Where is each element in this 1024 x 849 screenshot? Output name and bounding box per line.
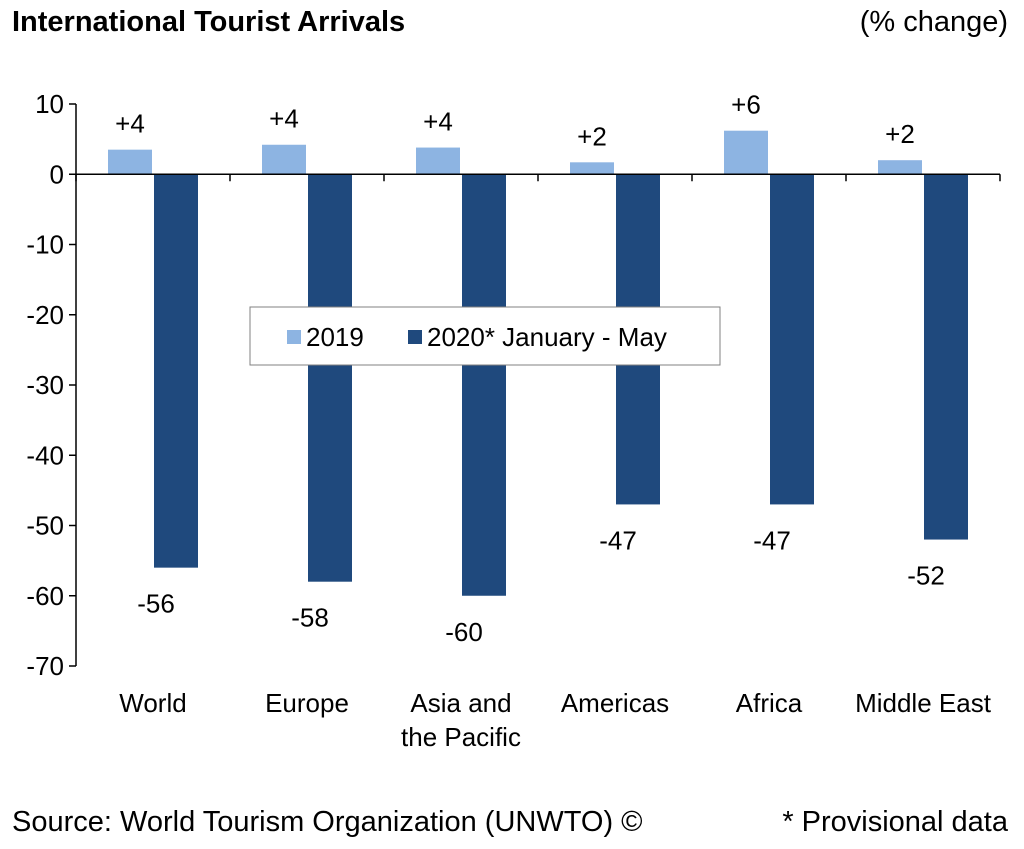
- legend-label-2020: 2020* January - May: [427, 322, 667, 352]
- bar-2019: [878, 160, 922, 175]
- data-label-2019: +2: [885, 119, 915, 149]
- data-label-2019: +4: [269, 104, 299, 134]
- data-label-2020: -52: [907, 561, 945, 591]
- data-label-2020: -56: [137, 589, 175, 619]
- y-tick-label: -40: [26, 440, 64, 470]
- y-tick-label: -30: [26, 370, 64, 400]
- x-tick-label: Africa: [736, 688, 803, 718]
- bar-2019: [108, 149, 152, 175]
- x-tick-label: Americas: [561, 688, 669, 718]
- bar-2019: [570, 162, 614, 175]
- bar-2019: [262, 144, 306, 175]
- data-label-2019: +2: [577, 121, 607, 151]
- y-tick-label: -10: [26, 230, 64, 260]
- x-tick-label: the Pacific: [401, 722, 521, 752]
- data-label-2019: +4: [115, 109, 145, 139]
- x-tick-label: Asia and: [410, 688, 511, 718]
- y-tick-label: 0: [50, 159, 64, 189]
- legend-box: [249, 306, 721, 366]
- y-tick-label: -70: [26, 651, 64, 681]
- data-label-2019: +4: [423, 107, 453, 137]
- source-note: Source: World Tourism Organization (UNWT…: [12, 806, 643, 838]
- data-label-2020: -58: [291, 603, 329, 633]
- x-tick-label: World: [119, 688, 186, 718]
- legend-swatch-2020: [408, 330, 422, 344]
- bar-2019: [416, 147, 460, 175]
- bar-2020: [154, 174, 198, 568]
- bar-2020: [924, 174, 968, 540]
- y-tick-label: -50: [26, 511, 64, 541]
- data-label-2020: -47: [599, 525, 637, 555]
- bar-2019: [724, 130, 768, 175]
- legend-label-2019: 2019: [306, 322, 364, 352]
- data-label-2020: -60: [445, 617, 483, 647]
- provisional-note: * Provisional data: [782, 806, 1008, 838]
- x-tick-label: Middle East: [855, 688, 992, 718]
- bar-2020: [308, 174, 352, 582]
- chart-title: International Tourist Arrivals: [12, 6, 406, 38]
- y-tick-label: -60: [26, 581, 64, 611]
- y-tick-label: 10: [35, 89, 64, 119]
- unit-label: (% change): [859, 6, 1008, 38]
- x-tick-label: Europe: [265, 688, 349, 718]
- y-tick-label: -20: [26, 300, 64, 330]
- data-label-2020: -47: [753, 525, 791, 555]
- bar-2020: [770, 174, 814, 505]
- legend-swatch-2019: [287, 330, 301, 344]
- bar-2020: [462, 174, 506, 596]
- data-label-2019: +6: [731, 90, 761, 120]
